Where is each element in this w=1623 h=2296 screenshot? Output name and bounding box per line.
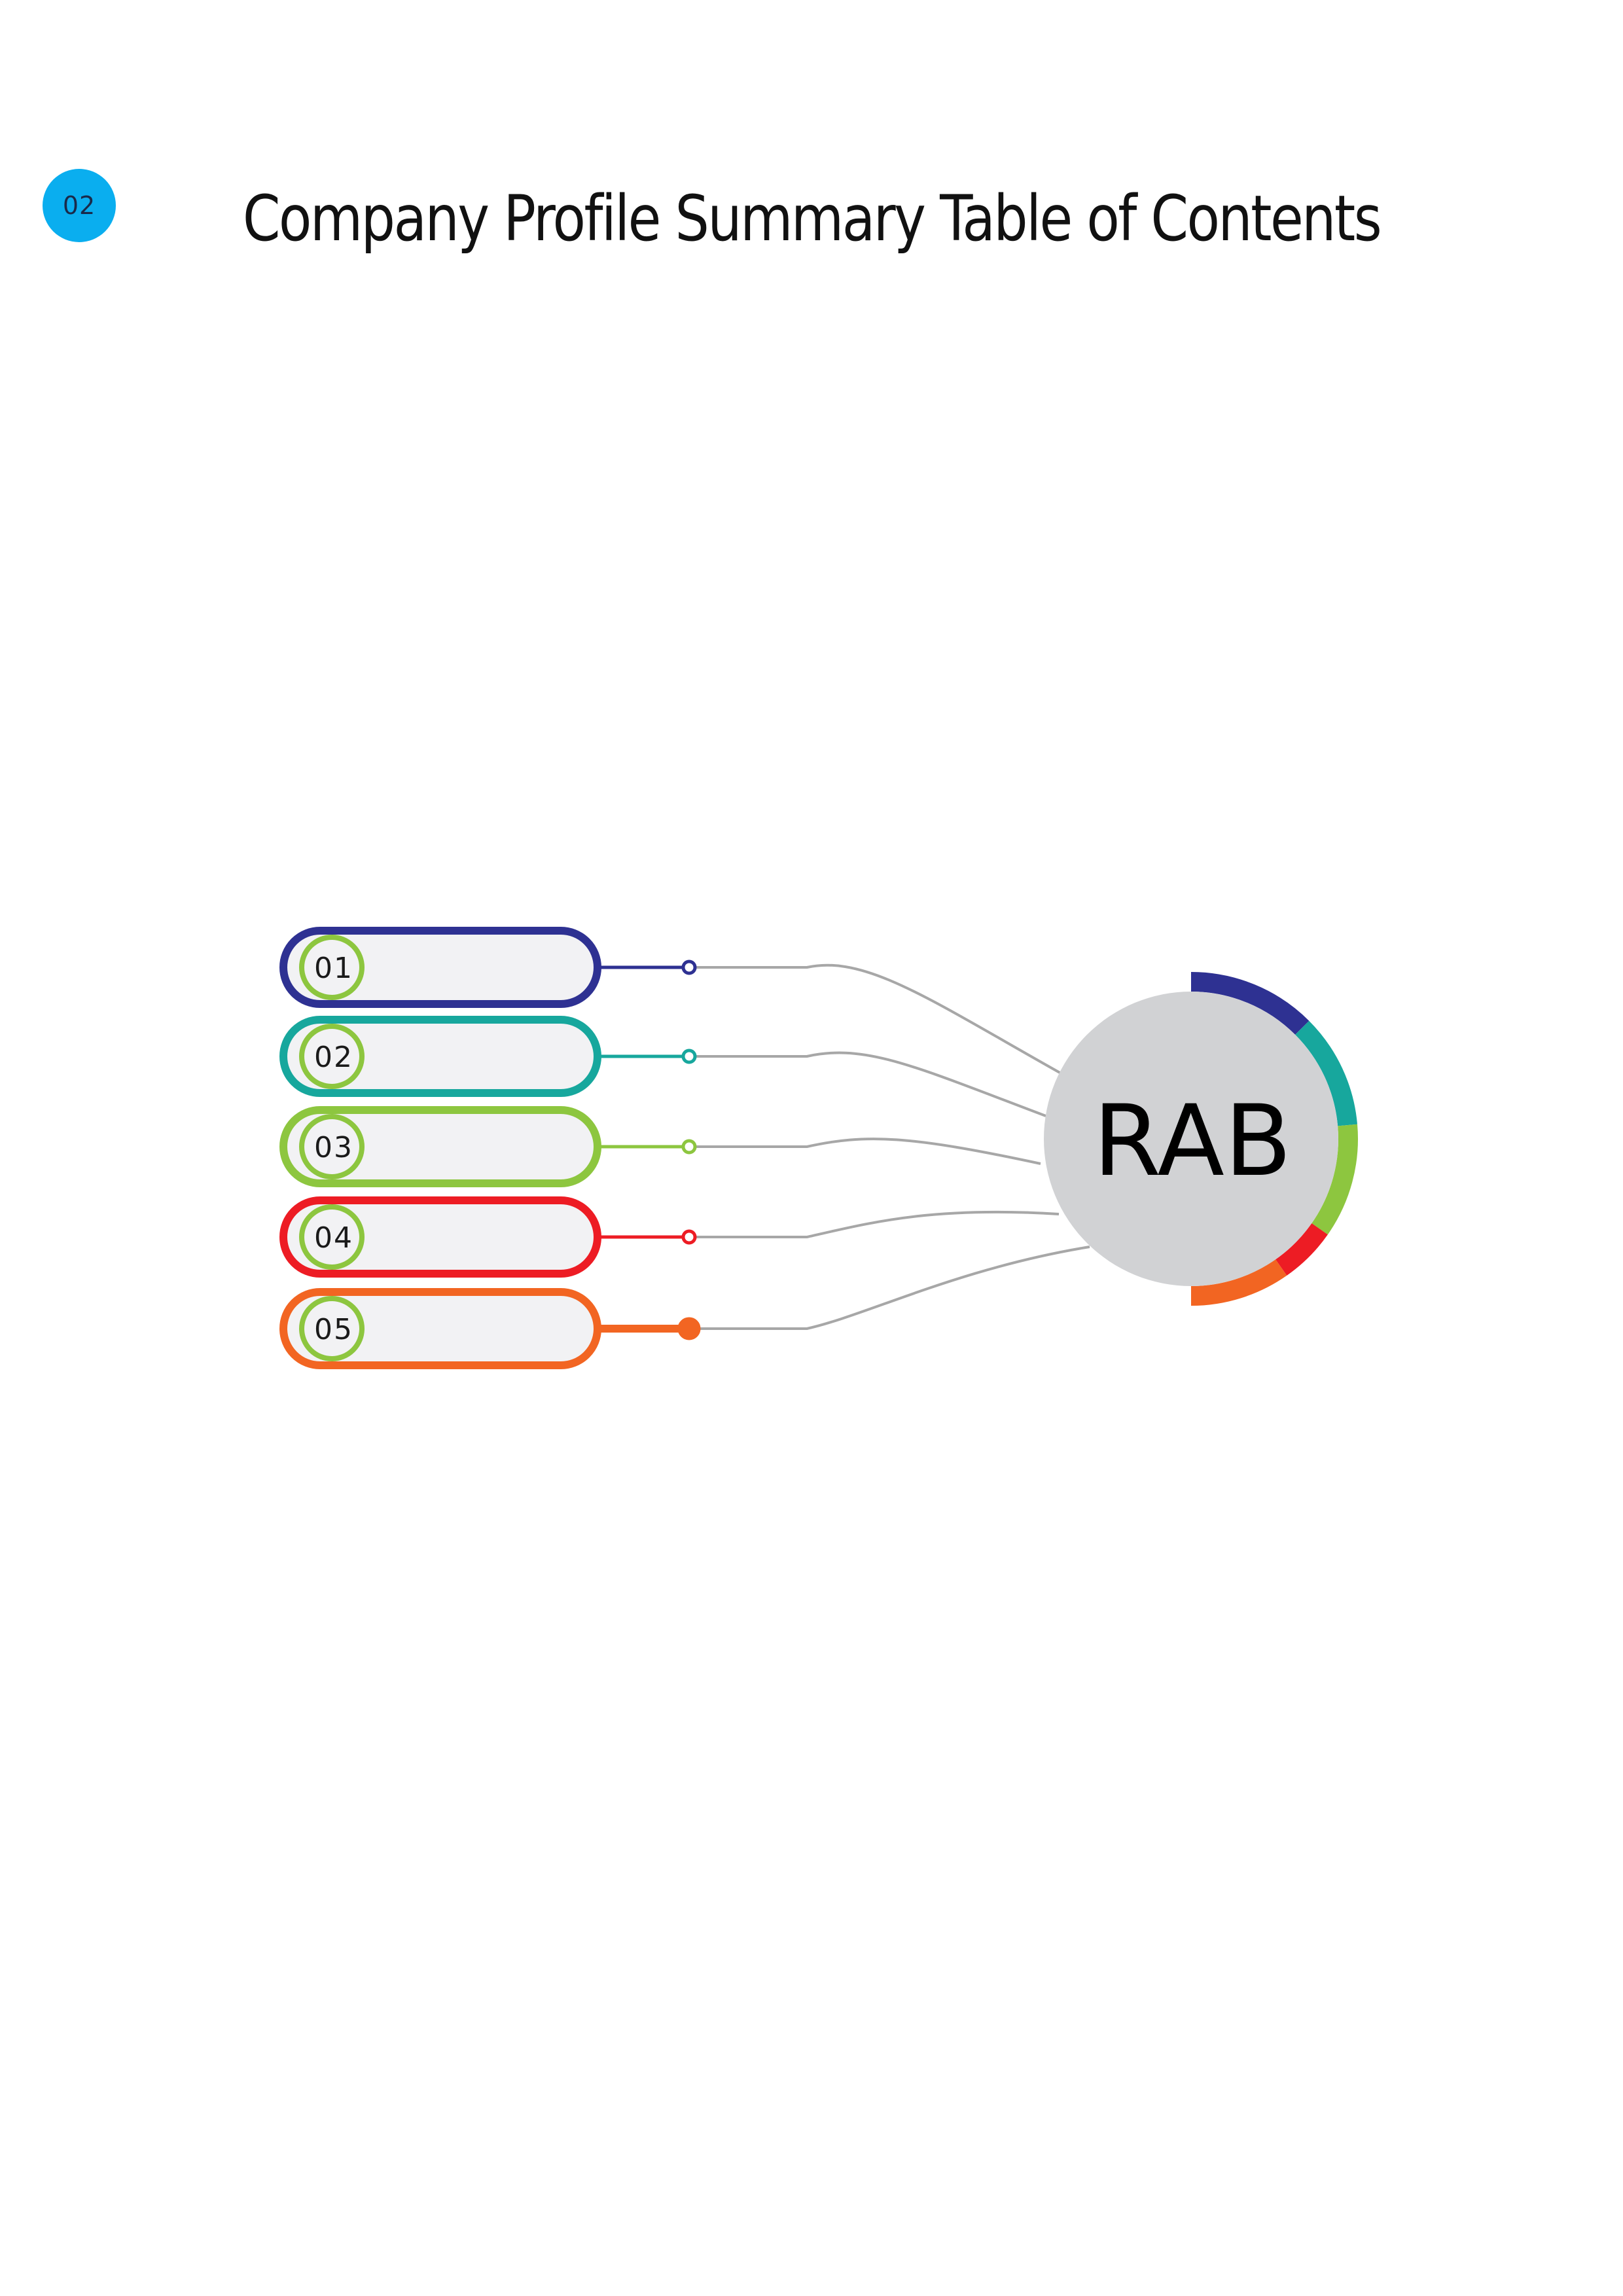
hub-label: RAB	[1093, 1085, 1292, 1198]
toc-item-node	[681, 1139, 697, 1155]
toc-item-number-ring	[299, 935, 365, 1000]
toc-item-number: 03	[314, 1131, 353, 1164]
center-hub: RAB	[1044, 972, 1358, 1306]
connector-line-04	[696, 1210, 1060, 1238]
hub-color-arc	[1190, 972, 1358, 1306]
connector-line-01	[696, 963, 1064, 1076]
toc-item-number-ring	[299, 1296, 365, 1361]
toc-item-number-ring	[299, 1024, 365, 1089]
toc-item-number-ring	[299, 1204, 365, 1270]
toc-item-number: 05	[314, 1313, 353, 1346]
toc-item-number-ring	[299, 1114, 365, 1179]
toc-items: 01 02 03 04 05	[279, 927, 701, 1369]
connector-line-02	[696, 1051, 1046, 1117]
page-number: 02	[62, 191, 96, 220]
connector-lines	[696, 963, 1090, 1330]
toc-item-02: 02	[279, 1016, 697, 1097]
connector-line-05	[696, 1246, 1090, 1330]
toc-item-number: 02	[314, 1041, 353, 1074]
toc-item-03: 03	[279, 1106, 697, 1187]
connector-line-03	[696, 1138, 1041, 1165]
page-number-badge: 02	[43, 169, 116, 242]
hub-arc-segment-04	[1275, 1223, 1328, 1276]
toc-item-node	[677, 1317, 701, 1340]
toc-item-04: 04	[279, 1196, 697, 1278]
toc-item-01: 01	[279, 927, 697, 1008]
hub-arc-segment-01	[1190, 972, 1310, 1035]
toc-item-number: 04	[314, 1221, 353, 1255]
hub-arc-segment-05	[1190, 1259, 1287, 1306]
toc-item-node	[681, 1229, 697, 1245]
hub-arc-segment-02	[1294, 1020, 1358, 1126]
hub-circle	[1044, 992, 1338, 1286]
toc-item-node	[681, 1049, 697, 1064]
hub-arc-segment-03	[1311, 1124, 1358, 1235]
toc-item-05: 05	[279, 1288, 701, 1369]
toc-item-node	[681, 960, 697, 975]
toc-item-number: 01	[314, 952, 353, 985]
page-title: Company Profile Summary Table of Content…	[242, 182, 1382, 255]
